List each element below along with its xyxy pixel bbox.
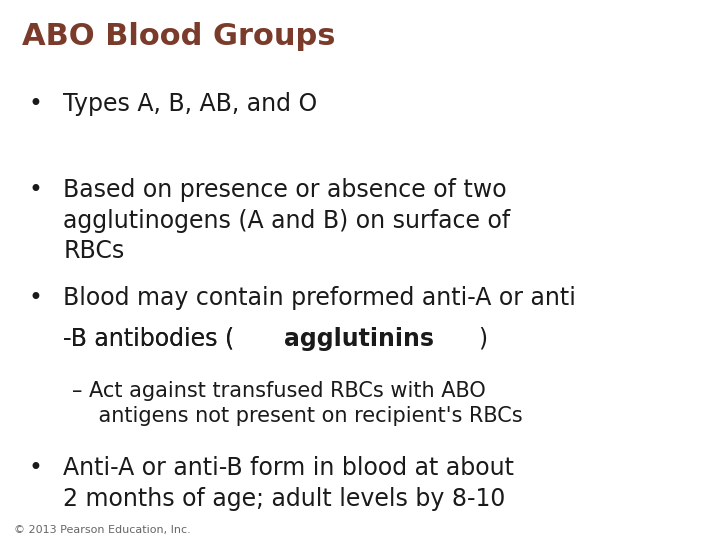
Text: Types A, B, AB, and O: Types A, B, AB, and O <box>63 92 318 116</box>
Text: – Act against transfused RBCs with ABO
    antigens not present on recipient's R: – Act against transfused RBCs with ABO a… <box>72 381 523 426</box>
Text: •: • <box>29 456 42 480</box>
Text: •: • <box>29 286 42 310</box>
Text: •: • <box>29 92 42 116</box>
Text: -B antibodies (: -B antibodies ( <box>63 327 235 350</box>
Text: -B antibodies (: -B antibodies ( <box>63 327 235 350</box>
Text: Based on presence or absence of two
agglutinogens (A and B) on surface of
RBCs: Based on presence or absence of two aggl… <box>63 178 510 264</box>
Text: Blood may contain preformed anti-A or anti: Blood may contain preformed anti-A or an… <box>63 286 576 310</box>
Text: •: • <box>29 178 42 202</box>
Text: ): ) <box>477 327 487 350</box>
Text: ABO Blood Groups: ABO Blood Groups <box>22 22 335 51</box>
Text: Anti-A or anti-B form in blood at about
2 months of age; adult levels by 8-10: Anti-A or anti-B form in blood at about … <box>63 456 514 511</box>
Text: © 2013 Pearson Education, Inc.: © 2013 Pearson Education, Inc. <box>14 524 191 535</box>
Text: agglutinins: agglutinins <box>284 327 434 350</box>
